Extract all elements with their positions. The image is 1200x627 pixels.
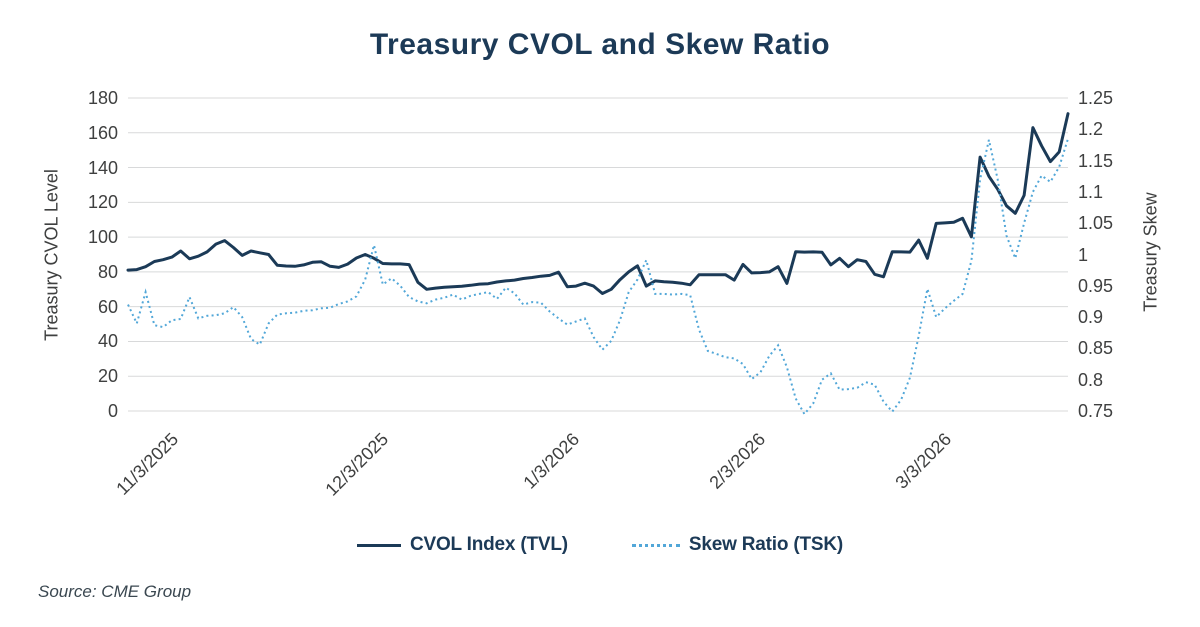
y-tick-label-right: 1.1	[1078, 181, 1104, 202]
y-tick-label-left: 120	[87, 192, 118, 213]
y-tick-label-left: 40	[97, 331, 118, 352]
legend-label-cvol: CVOL Index (TVL)	[409, 534, 568, 555]
legend: CVOL Index (TVL) Skew Ratio (TSK)	[0, 534, 1200, 556]
source-text: Source: CME Group	[38, 582, 192, 601]
y-tick-label-right: 1.15	[1078, 150, 1114, 171]
y-tick-label-right: 1.2	[1078, 119, 1104, 140]
page-title: Treasury CVOL and Skew Ratio	[369, 28, 831, 61]
right-axis-title: Treasury Skew	[1140, 192, 1161, 312]
y-tick-label-left: 160	[87, 122, 118, 143]
solid-line-swatch-icon	[356, 543, 401, 547]
y-tick-label-left: 0	[107, 401, 118, 421]
y-tick-label-left: 180	[87, 88, 118, 108]
legend-item-cvol: CVOL Index (TVL)	[356, 534, 568, 556]
y-tick-label-right: 0.9	[1078, 307, 1104, 328]
y-tick-label-left: 20	[97, 366, 118, 387]
legend-label-skew: Skew Ratio (TSK)	[688, 534, 844, 555]
y-tick-label-left: 60	[97, 296, 118, 317]
y-tick-label-right: 0.85	[1078, 338, 1114, 359]
y-tick-label-right: 0.95	[1078, 275, 1114, 296]
y-tick-label-left: 80	[97, 261, 118, 282]
dotted-line-swatch-icon	[631, 543, 680, 547]
left-axis-title: Treasury CVOL Level	[41, 169, 62, 341]
y-tick-label-left: 100	[87, 227, 118, 248]
series-line-skew	[127, 138, 1069, 416]
y-tick-label-right: 1.05	[1078, 213, 1114, 234]
series-line-cvol	[126, 112, 1070, 295]
y-tick-label-right: 0.75	[1078, 401, 1114, 421]
y-tick-label-left: 140	[87, 157, 118, 178]
y-tick-label-right: 0.8	[1078, 369, 1104, 390]
y-tick-label-right: 1.25	[1078, 88, 1114, 108]
y-tick-label-right: 1	[1078, 244, 1089, 265]
legend-item-skew: Skew Ratio (TSK)	[631, 534, 844, 556]
